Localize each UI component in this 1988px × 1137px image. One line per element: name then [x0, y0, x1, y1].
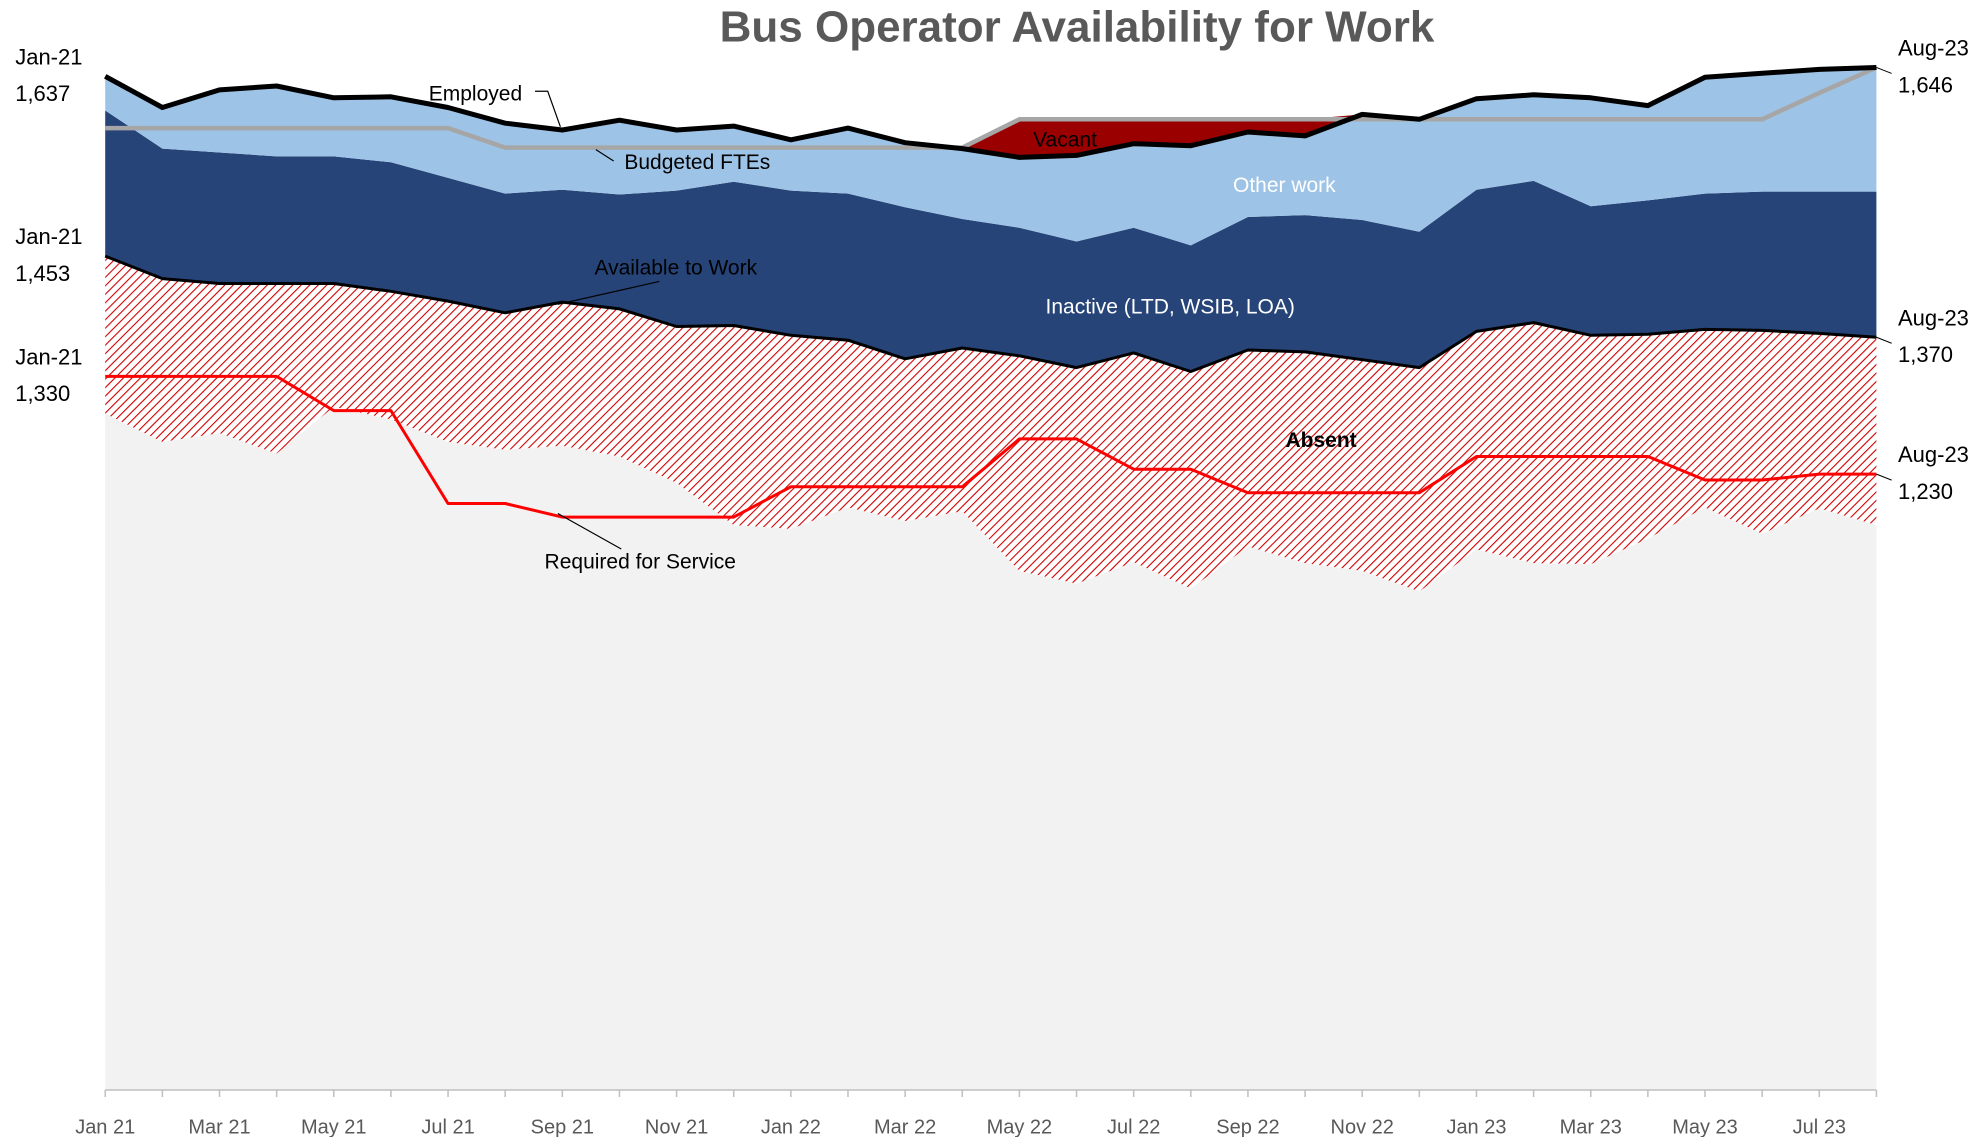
x-tick-label: May 23: [1672, 1116, 1738, 1137]
area: [105, 110, 1877, 372]
series-label: Other work: [1233, 174, 1336, 197]
series-label: Inactive (LTD, WSIB, LOA): [1046, 296, 1295, 319]
leader-line: [1876, 336, 1892, 344]
leader-line: [535, 90, 561, 127]
series-label: Required for Service: [545, 550, 736, 573]
x-tick-label: May 21: [301, 1116, 367, 1137]
series-label: Available to Work: [594, 256, 757, 279]
value-label: 1,637: [15, 81, 70, 106]
value-label: 1,453: [15, 261, 70, 286]
series-label: Vacant: [1033, 128, 1097, 151]
date-label: Aug-23: [1898, 442, 1969, 467]
leader-line: [595, 149, 614, 162]
area: [105, 67, 1877, 246]
series-label: Employed: [429, 83, 522, 106]
line: [105, 374, 1877, 519]
area: [105, 256, 1877, 592]
x-tick-label: Jan 22: [761, 1116, 821, 1137]
value-label: 1,230: [1898, 479, 1953, 504]
x-tick-label: Nov 22: [1331, 1116, 1394, 1137]
leader-line: [1876, 473, 1892, 481]
x-tick-label: Jul 23: [1793, 1116, 1846, 1137]
date-label: Aug-23: [1898, 305, 1969, 330]
x-tick-label: Jul 22: [1107, 1116, 1160, 1137]
line: [104, 254, 1877, 373]
x-tick-label: Mar 21: [188, 1116, 250, 1137]
leader-line: [1876, 66, 1892, 74]
x-tick-label: Jan 21: [75, 1116, 135, 1137]
line: [105, 65, 1878, 150]
x-tick-label: Mar 23: [1560, 1116, 1622, 1137]
value-label: 1,370: [1898, 342, 1953, 367]
x-tick-label: Sep 21: [531, 1116, 594, 1137]
leader-line: [557, 512, 622, 550]
date-label: Jan-21: [15, 344, 82, 369]
x-tick-label: Sep 22: [1216, 1116, 1279, 1137]
area: [105, 67, 1877, 158]
line: [104, 65, 1877, 160]
leader-line: [557, 280, 660, 305]
chart-title: Bus Operator Availability for Work: [720, 3, 1435, 52]
value-label: 1,330: [15, 381, 70, 406]
value-label: 1,646: [1898, 72, 1953, 97]
x-tick-label: Mar 22: [874, 1116, 936, 1137]
x-tick-label: May 22: [987, 1116, 1053, 1137]
present-area: [105, 406, 1877, 1090]
date-label: Jan-21: [15, 224, 82, 249]
series-label: Absent: [1286, 429, 1357, 452]
x-tick-label: Jul 21: [421, 1116, 474, 1137]
x-tick-label: Jan 23: [1446, 1116, 1506, 1137]
date-label: Jan-21: [15, 44, 82, 69]
series-label: Budgeted FTEs: [624, 151, 770, 174]
date-label: Aug-23: [1898, 36, 1969, 61]
x-tick-label: Nov 21: [645, 1116, 708, 1137]
